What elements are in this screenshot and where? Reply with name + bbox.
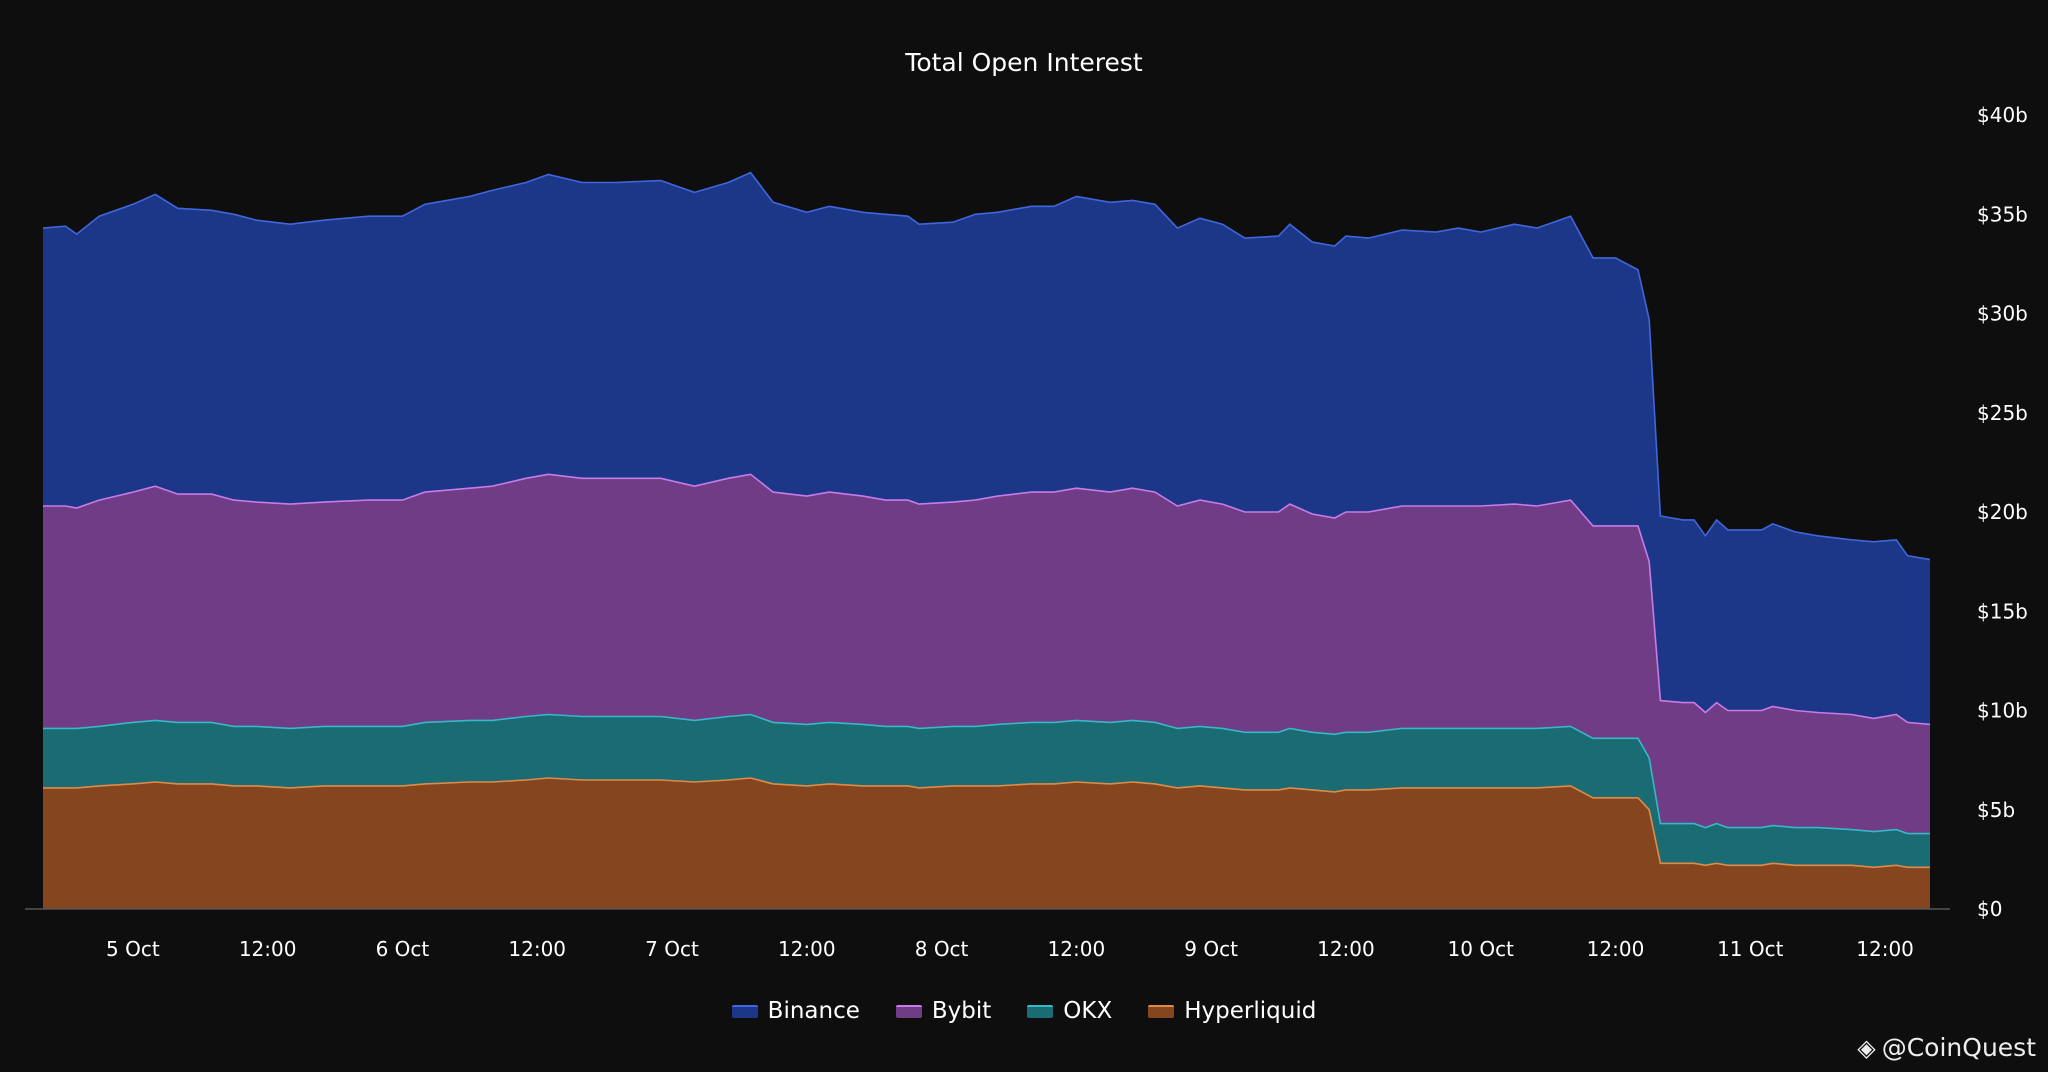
x-tick-label: 10 Oct [1448, 937, 1515, 961]
y-tick-label: $10b [1977, 699, 2028, 723]
x-tick-label: 6 Oct [376, 937, 430, 961]
legend-item-hyperliquid[interactable]: Hyperliquid [1148, 998, 1316, 1024]
credit: ◈ @CoinQuest [1857, 1033, 2036, 1062]
y-tick-label: $5b [1977, 798, 2015, 822]
x-tick-label: 12:00 [1317, 937, 1375, 961]
y-tick-label: $35b [1977, 202, 2028, 226]
binance-diamond-icon: ◈ [1857, 1033, 1876, 1062]
legend-label: Binance [767, 998, 860, 1024]
legend-swatch [1027, 1004, 1054, 1018]
line-hyperliquid [43, 777, 1930, 869]
x-tick-label: 12:00 [1856, 937, 1914, 961]
y-tick-label: $40b [1977, 103, 2028, 127]
line-okx [43, 713, 1930, 835]
area-hyperliquid [43, 778, 1930, 909]
x-tick-label: 8 Oct [915, 937, 969, 961]
y-tick-label: $25b [1977, 401, 2028, 425]
x-tick-label: 12:00 [778, 937, 836, 961]
y-tick-label: $15b [1977, 599, 2028, 623]
area-okx [43, 714, 1930, 868]
legend-swatch [1148, 1004, 1175, 1018]
legend-swatch [895, 1004, 922, 1018]
legend: Binance Bybit OKX Hyperliquid [0, 998, 2048, 1024]
x-tick-label: 5 Oct [106, 937, 160, 961]
legend-label: Bybit [931, 998, 992, 1024]
area-layers [43, 172, 1930, 909]
y-tick-label: $30b [1977, 302, 2028, 326]
x-tick-label: 7 Oct [645, 937, 699, 961]
area-bybit [43, 474, 1930, 834]
x-tick-label: 9 Oct [1184, 937, 1238, 961]
x-tick-label: 12:00 [508, 937, 566, 961]
y-axis-ticks: $0 $5b $10b $15b $20b $25b $30b $35b $40b [1977, 103, 2028, 921]
legend-swatch [731, 1004, 758, 1018]
x-tick-label: 12:00 [239, 937, 297, 961]
x-tick-label: 12:00 [1587, 937, 1645, 961]
area-binance [43, 172, 1930, 725]
legend-item-okx[interactable]: OKX [1027, 998, 1112, 1024]
y-tick-label: $0 [1977, 897, 2002, 921]
legend-label: Hyperliquid [1184, 998, 1317, 1024]
x-axis-ticks: 5 Oct 12:00 6 Oct 12:00 7 Oct 12:00 8 Oct 12:00… [106, 937, 1914, 961]
line-binance [42, 171, 1931, 561]
line-bybit [43, 473, 1931, 726]
x-tick-label: 12:00 [1048, 937, 1106, 961]
legend-item-binance[interactable]: Binance [731, 998, 860, 1024]
series-lines [42, 171, 1931, 869]
credit-text: @CoinQuest [1881, 1033, 2036, 1062]
chart-title: Total Open Interest [904, 48, 1143, 77]
legend-item-bybit[interactable]: Bybit [895, 998, 992, 1024]
legend-label: OKX [1063, 998, 1113, 1024]
x-tick-label: 11 Oct [1717, 937, 1784, 961]
y-tick-label: $20b [1977, 500, 2028, 524]
